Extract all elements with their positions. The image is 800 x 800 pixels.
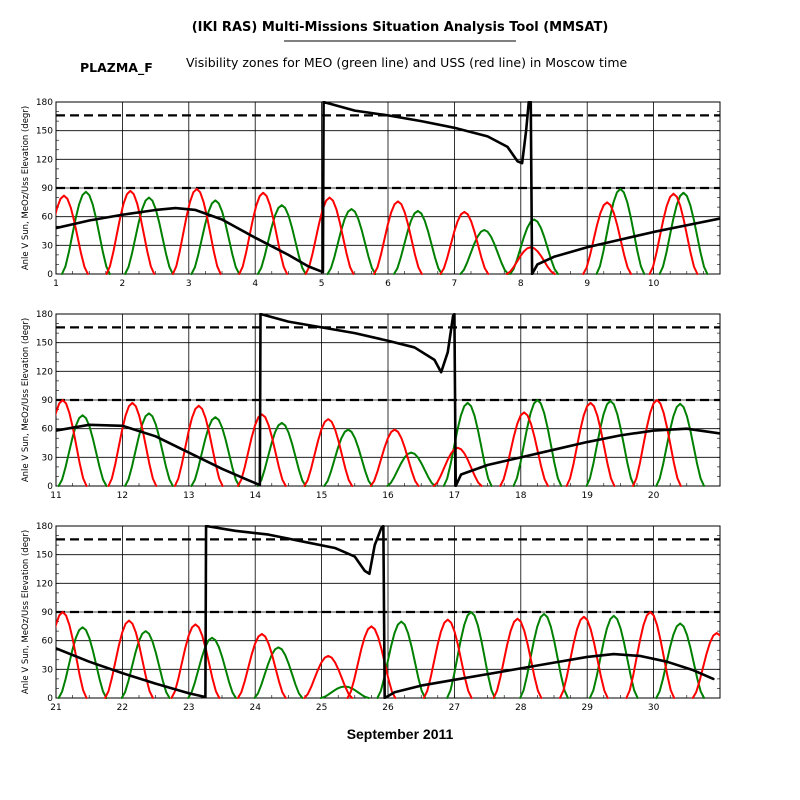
y-tick-label: 90 — [42, 396, 54, 406]
sun-angle-line — [56, 313, 720, 487]
x-tick-label: 5 — [319, 279, 325, 289]
x-tick-label: 26 — [382, 703, 394, 713]
x-tick-label: 17 — [449, 491, 460, 501]
x-tick-label: 27 — [449, 703, 460, 713]
x-tick-label: 23 — [183, 703, 194, 713]
y-tick-label: 60 — [42, 425, 54, 435]
x-axis-label: September 2011 — [347, 726, 454, 742]
y-tick-label: 0 — [47, 694, 53, 704]
x-tick-label: 24 — [249, 703, 261, 713]
y-tick-label: 150 — [36, 551, 53, 561]
y-tick-label: 30 — [42, 453, 54, 463]
sun-angle-line — [56, 101, 720, 275]
meo-elevation-line — [57, 399, 706, 487]
uss-elevation-line — [56, 187, 699, 275]
x-tick-label: 29 — [581, 703, 593, 713]
x-tick-label: 1 — [53, 279, 59, 289]
x-tick-label: 9 — [584, 279, 590, 289]
y-tick-label: 60 — [42, 637, 54, 647]
y-tick-label: 180 — [36, 310, 53, 320]
mission-name: PLAZMA_F — [80, 60, 153, 76]
uss-elevation-line — [56, 399, 682, 487]
x-tick-label: 21 — [50, 703, 61, 713]
y-tick-label: 120 — [36, 155, 53, 165]
chart-subtitle: Visibility zones for MEO (green line) an… — [186, 55, 627, 70]
x-tick-label: 3 — [186, 279, 192, 289]
x-tick-label: 30 — [648, 703, 660, 713]
y-tick-label: 30 — [42, 241, 54, 251]
y-tick-label: 0 — [47, 482, 53, 492]
x-tick-label: 6 — [385, 279, 391, 289]
x-tick-label: 15 — [316, 491, 327, 501]
sun-angle-line — [56, 525, 715, 699]
x-tick-label: 4 — [252, 279, 258, 289]
y-axis-label: Anle V Sun, MeOz/Uss Elevation (degr) — [21, 106, 31, 270]
x-tick-label: 18 — [515, 491, 527, 501]
y-tick-label: 150 — [36, 339, 53, 349]
x-tick-label: 2 — [120, 279, 126, 289]
y-tick-label: 180 — [36, 98, 53, 108]
y-tick-label: 120 — [36, 579, 53, 589]
y-tick-label: 120 — [36, 367, 53, 377]
x-tick-label: 7 — [452, 279, 458, 289]
y-tick-label: 0 — [47, 270, 53, 280]
page-title: (IKI RAS) Multi-Missions Situation Analy… — [192, 20, 609, 35]
x-tick-label: 14 — [249, 491, 261, 501]
x-tick-label: 8 — [518, 279, 524, 289]
uss-elevation-line — [56, 611, 720, 699]
series-group — [56, 525, 720, 699]
x-tick-label: 25 — [316, 703, 327, 713]
meo-elevation-line — [60, 187, 709, 275]
chart-panel-3: 21 22 23 24 25 26 27 28 29 30 0 30 60 90 120 150 180 Anle… — [21, 522, 721, 713]
x-tick-label: 19 — [581, 491, 593, 501]
x-tick-label: 22 — [117, 703, 128, 713]
x-tick-label: 12 — [117, 491, 128, 501]
y-tick-label: 90 — [42, 184, 54, 194]
series-group — [56, 313, 720, 487]
y-tick-label: 90 — [42, 608, 54, 618]
chart-panel-2: 11 12 13 14 15 16 17 18 19 20 0 30 60 90 120 150 180 Anle… — [21, 310, 721, 501]
x-tick-label: 11 — [50, 491, 61, 501]
x-tick-label: 20 — [648, 491, 660, 501]
x-tick-label: 13 — [183, 491, 194, 501]
y-axis-label: Anle V Sun, MeOz/Uss Elevation (degr) — [21, 318, 31, 482]
y-tick-label: 60 — [42, 213, 54, 223]
y-tick-label: 150 — [36, 127, 53, 137]
y-tick-label: 30 — [42, 665, 54, 675]
y-tick-label: 180 — [36, 522, 53, 532]
chart-panel-1: 1 2 3 4 5 6 7 8 9 10 0 30 60 90 120 150 180 Anle V Sun, M… — [21, 98, 721, 289]
x-tick-label: 10 — [648, 279, 660, 289]
x-tick-label: 16 — [382, 491, 394, 501]
y-axis-label: Anle V Sun, MeOz/Uss Elevation (degr) — [21, 530, 31, 694]
series-group — [56, 101, 720, 275]
x-tick-label: 28 — [515, 703, 527, 713]
